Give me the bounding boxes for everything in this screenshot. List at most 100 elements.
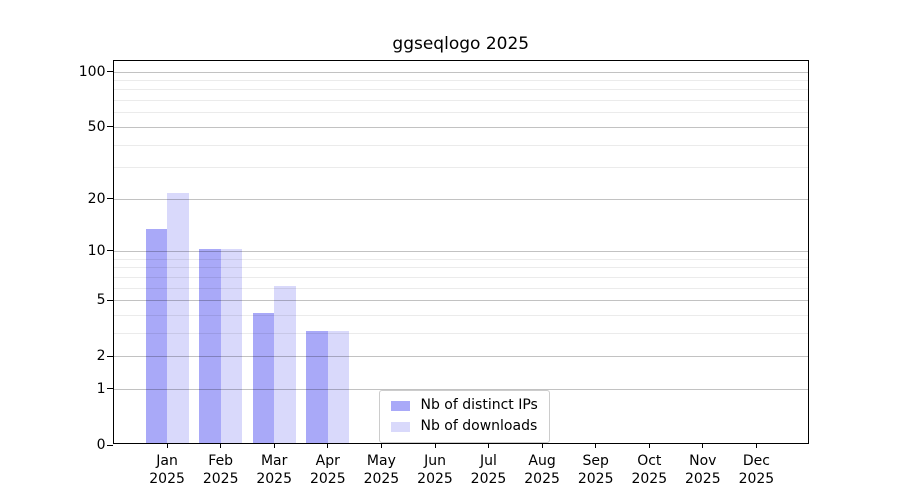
gridline-minor (113, 314, 808, 316)
y-tick-label: 50 (87, 118, 106, 135)
x-tick-year: 2025 (417, 471, 453, 487)
y-tick-label: 2 (96, 348, 106, 365)
x-tick (541, 443, 543, 448)
x-tick-month: Aug (528, 453, 556, 469)
gridline-minor (113, 112, 808, 114)
x-tick-month: Jan (156, 453, 178, 469)
x-tick (702, 443, 704, 448)
chart-title: ggseqlogo 2025 (392, 34, 530, 54)
x-tick-month: Sep (582, 453, 609, 469)
x-tick-month: Jul (480, 453, 497, 469)
x-tick-label: Sep 2025 (564, 452, 628, 488)
gridline-minor (113, 79, 808, 81)
gridline-major (113, 71, 808, 73)
gridline-major (113, 198, 808, 200)
x-tick (380, 443, 382, 448)
y-tick (106, 388, 113, 390)
gridline-major (113, 250, 808, 252)
y-tick-label: 100 (78, 63, 106, 80)
gridline-major (113, 300, 808, 301)
x-tick-year: 2025 (738, 471, 775, 487)
gridline-minor (113, 287, 808, 289)
bar-mar-s0 (252, 312, 275, 443)
x-tick (220, 443, 222, 448)
y-tick-label: 5 (96, 292, 106, 308)
legend: Nb of distinct IPs Nb of downloads (378, 390, 550, 443)
x-tick (273, 443, 275, 448)
bar-apr-s1 (327, 330, 350, 443)
x-tick (327, 443, 329, 448)
x-tick-month: Dec (742, 453, 770, 469)
legend-label-distinct-ips: Nb of distinct IPs (420, 397, 538, 413)
y-tick (106, 71, 113, 72)
gridline-major (113, 126, 808, 128)
gridline-minor (113, 89, 808, 91)
y-tick (106, 444, 113, 446)
x-tick-year: 2025 (524, 471, 560, 487)
x-tick-month: Jun (424, 453, 446, 469)
gridline-minor (113, 167, 808, 169)
x-tick-label: Dec 2025 (724, 452, 788, 488)
legend-item-downloads: Nb of downloads (390, 418, 538, 435)
y-tick (106, 250, 113, 252)
bar-apr-s0 (306, 330, 328, 443)
x-tick-year: 2025 (256, 471, 292, 487)
x-tick-year: 2025 (631, 471, 668, 487)
gridline-minor (113, 267, 808, 269)
bar-feb-s1 (220, 248, 243, 443)
x-tick-year: 2025 (149, 471, 185, 487)
legend-swatch-distinct-ips (390, 400, 410, 411)
x-tick (434, 443, 436, 448)
x-tick-month: Apr (315, 453, 340, 469)
x-tick-label: Oct 2025 (617, 452, 681, 488)
bar-jan-s1 (167, 192, 189, 443)
x-tick (488, 443, 489, 448)
gridline-major (113, 388, 808, 390)
y-tick-label: 1 (96, 380, 106, 397)
y-tick-label: 10 (87, 242, 106, 259)
x-tick-month: Oct (637, 453, 662, 469)
x-tick-label: Aug 2025 (510, 452, 574, 488)
x-tick (166, 443, 168, 448)
x-tick-label: Jan 2025 (135, 452, 199, 488)
x-tick-month: Nov (689, 453, 717, 469)
y-tick (106, 198, 113, 200)
x-tick-month: May (366, 453, 396, 469)
y-tick (106, 299, 113, 301)
x-tick-year: 2025 (202, 471, 239, 487)
y-tick (106, 126, 113, 128)
x-tick-label: May 2025 (349, 452, 413, 488)
legend-label-downloads: Nb of downloads (420, 418, 538, 434)
gridline-major (113, 356, 808, 358)
x-tick-month: Feb (208, 453, 234, 469)
x-tick-label: Apr 2025 (296, 452, 360, 488)
x-tick-year: 2025 (684, 471, 721, 487)
x-tick-label: Mar 2025 (242, 452, 306, 488)
gridline-minor (113, 332, 808, 334)
x-tick-year: 2025 (309, 471, 346, 487)
x-tick-label: Jul 2025 (457, 452, 521, 488)
x-tick-year: 2025 (577, 471, 614, 487)
x-tick-label: Jun 2025 (403, 452, 467, 488)
bar-jan-s0 (145, 229, 168, 443)
y-tick-label: 0 (96, 437, 106, 453)
legend-swatch-downloads (390, 421, 410, 432)
gridline-minor (113, 258, 808, 260)
gridline-minor (113, 276, 808, 278)
x-tick-year: 2025 (470, 471, 507, 487)
bar-mar-s1 (274, 285, 296, 443)
x-tick (755, 443, 757, 448)
x-tick-month: Mar (260, 453, 288, 469)
x-tick (648, 443, 650, 448)
bar-feb-s0 (199, 248, 221, 443)
legend-item-distinct-ips: Nb of distinct IPs (390, 397, 538, 414)
x-tick (595, 443, 597, 448)
y-tick (106, 355, 113, 357)
gridline-minor (113, 100, 808, 101)
x-tick-label: Feb 2025 (189, 452, 253, 488)
x-tick-year: 2025 (363, 471, 400, 487)
y-tick-label: 20 (87, 190, 106, 207)
plot-area: Nb of distinct IPs Nb of downloads 0 1 2 5 1… (79, 60, 809, 487)
x-tick-label: Nov 2025 (671, 452, 735, 488)
